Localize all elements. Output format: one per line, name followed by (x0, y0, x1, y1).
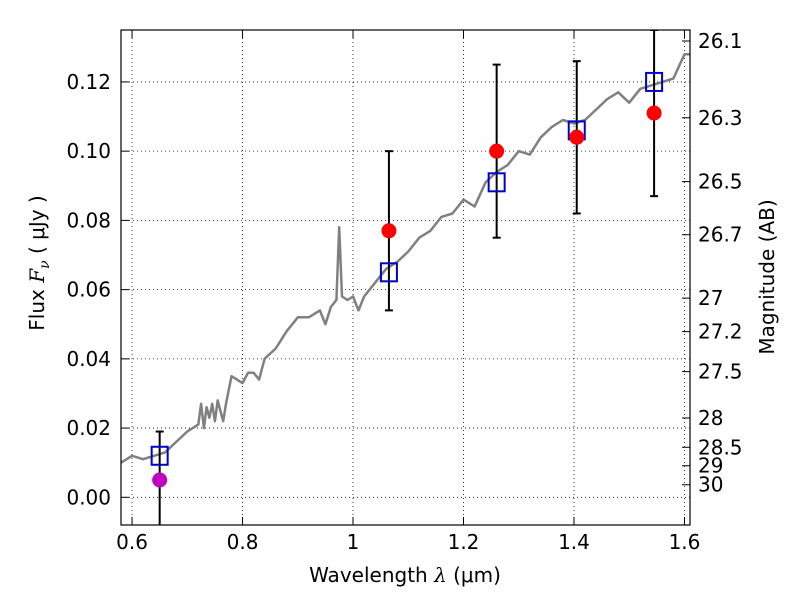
y-tick-label-2: 0.04 (66, 347, 111, 371)
y-right-tick-label-2: 26.5 (698, 170, 743, 194)
y-tick-label-3: 0.06 (66, 278, 111, 302)
y-right-tick-label-8: 28.5 (698, 435, 743, 459)
y-axis-label: Flux Fν ( μJy ) (25, 195, 53, 330)
y-right-tick-label-7: 28 (698, 406, 723, 430)
grid (121, 30, 690, 525)
y-right-tick-label-5: 27.2 (698, 320, 743, 344)
model-point-0 (150, 445, 169, 466)
x-tick-label-1: 0.8 (227, 530, 259, 554)
plot-border (120, 29, 691, 526)
y-right-tick-label-10: 30 (698, 473, 723, 497)
x-axis-label: Wavelength λ (μm) (309, 563, 501, 587)
x-tick-label-0: 0.6 (116, 530, 148, 554)
model-point-4 (645, 71, 664, 92)
y-tick-label-1: 0.02 (66, 416, 111, 440)
x-tick-label-5: 1.6 (669, 530, 701, 554)
y-right-tick-label-6: 27.5 (698, 360, 743, 384)
plot-frame (120, 29, 691, 526)
y-right-tick-label-9: 29 (698, 454, 723, 478)
y-right-axis-label: Magnitude (AB) (755, 199, 779, 354)
spectrum-line (120, 52, 690, 464)
x-tick-label-4: 1.4 (558, 530, 590, 554)
model-point-2 (487, 172, 506, 193)
y-right-tick-label-1: 26.3 (698, 106, 743, 130)
y-tick-label-4: 0.08 (66, 208, 111, 232)
y-right-tick-label-4: 27 (698, 286, 723, 310)
ticks: 0.6 0.8 1 1.2 1.4 1.6 0.00 0.02 0.04 0.06 0.08 0.10… (66, 29, 742, 554)
y-tick-label-0: 0.00 (66, 485, 111, 509)
observed-point-0 (381, 223, 397, 239)
y-right-tick-label-0: 26.1 (698, 29, 743, 53)
x-tick-label-3: 1.2 (448, 530, 480, 554)
spectrum-series (120, 52, 690, 464)
x-tick-label-2: 1 (347, 530, 360, 554)
upper-limit-point-0 (152, 472, 168, 488)
observed-point-3 (646, 105, 662, 121)
observed-point-2 (569, 129, 585, 145)
y-right-tick-label-3: 26.7 (698, 223, 743, 247)
errorbars (155, 30, 659, 525)
observed-point-1 (489, 143, 505, 159)
markers (150, 71, 664, 488)
y-tick-label-5: 0.10 (66, 139, 111, 163)
y-tick-label-6: 0.12 (66, 70, 111, 94)
model-point-1 (379, 262, 398, 283)
